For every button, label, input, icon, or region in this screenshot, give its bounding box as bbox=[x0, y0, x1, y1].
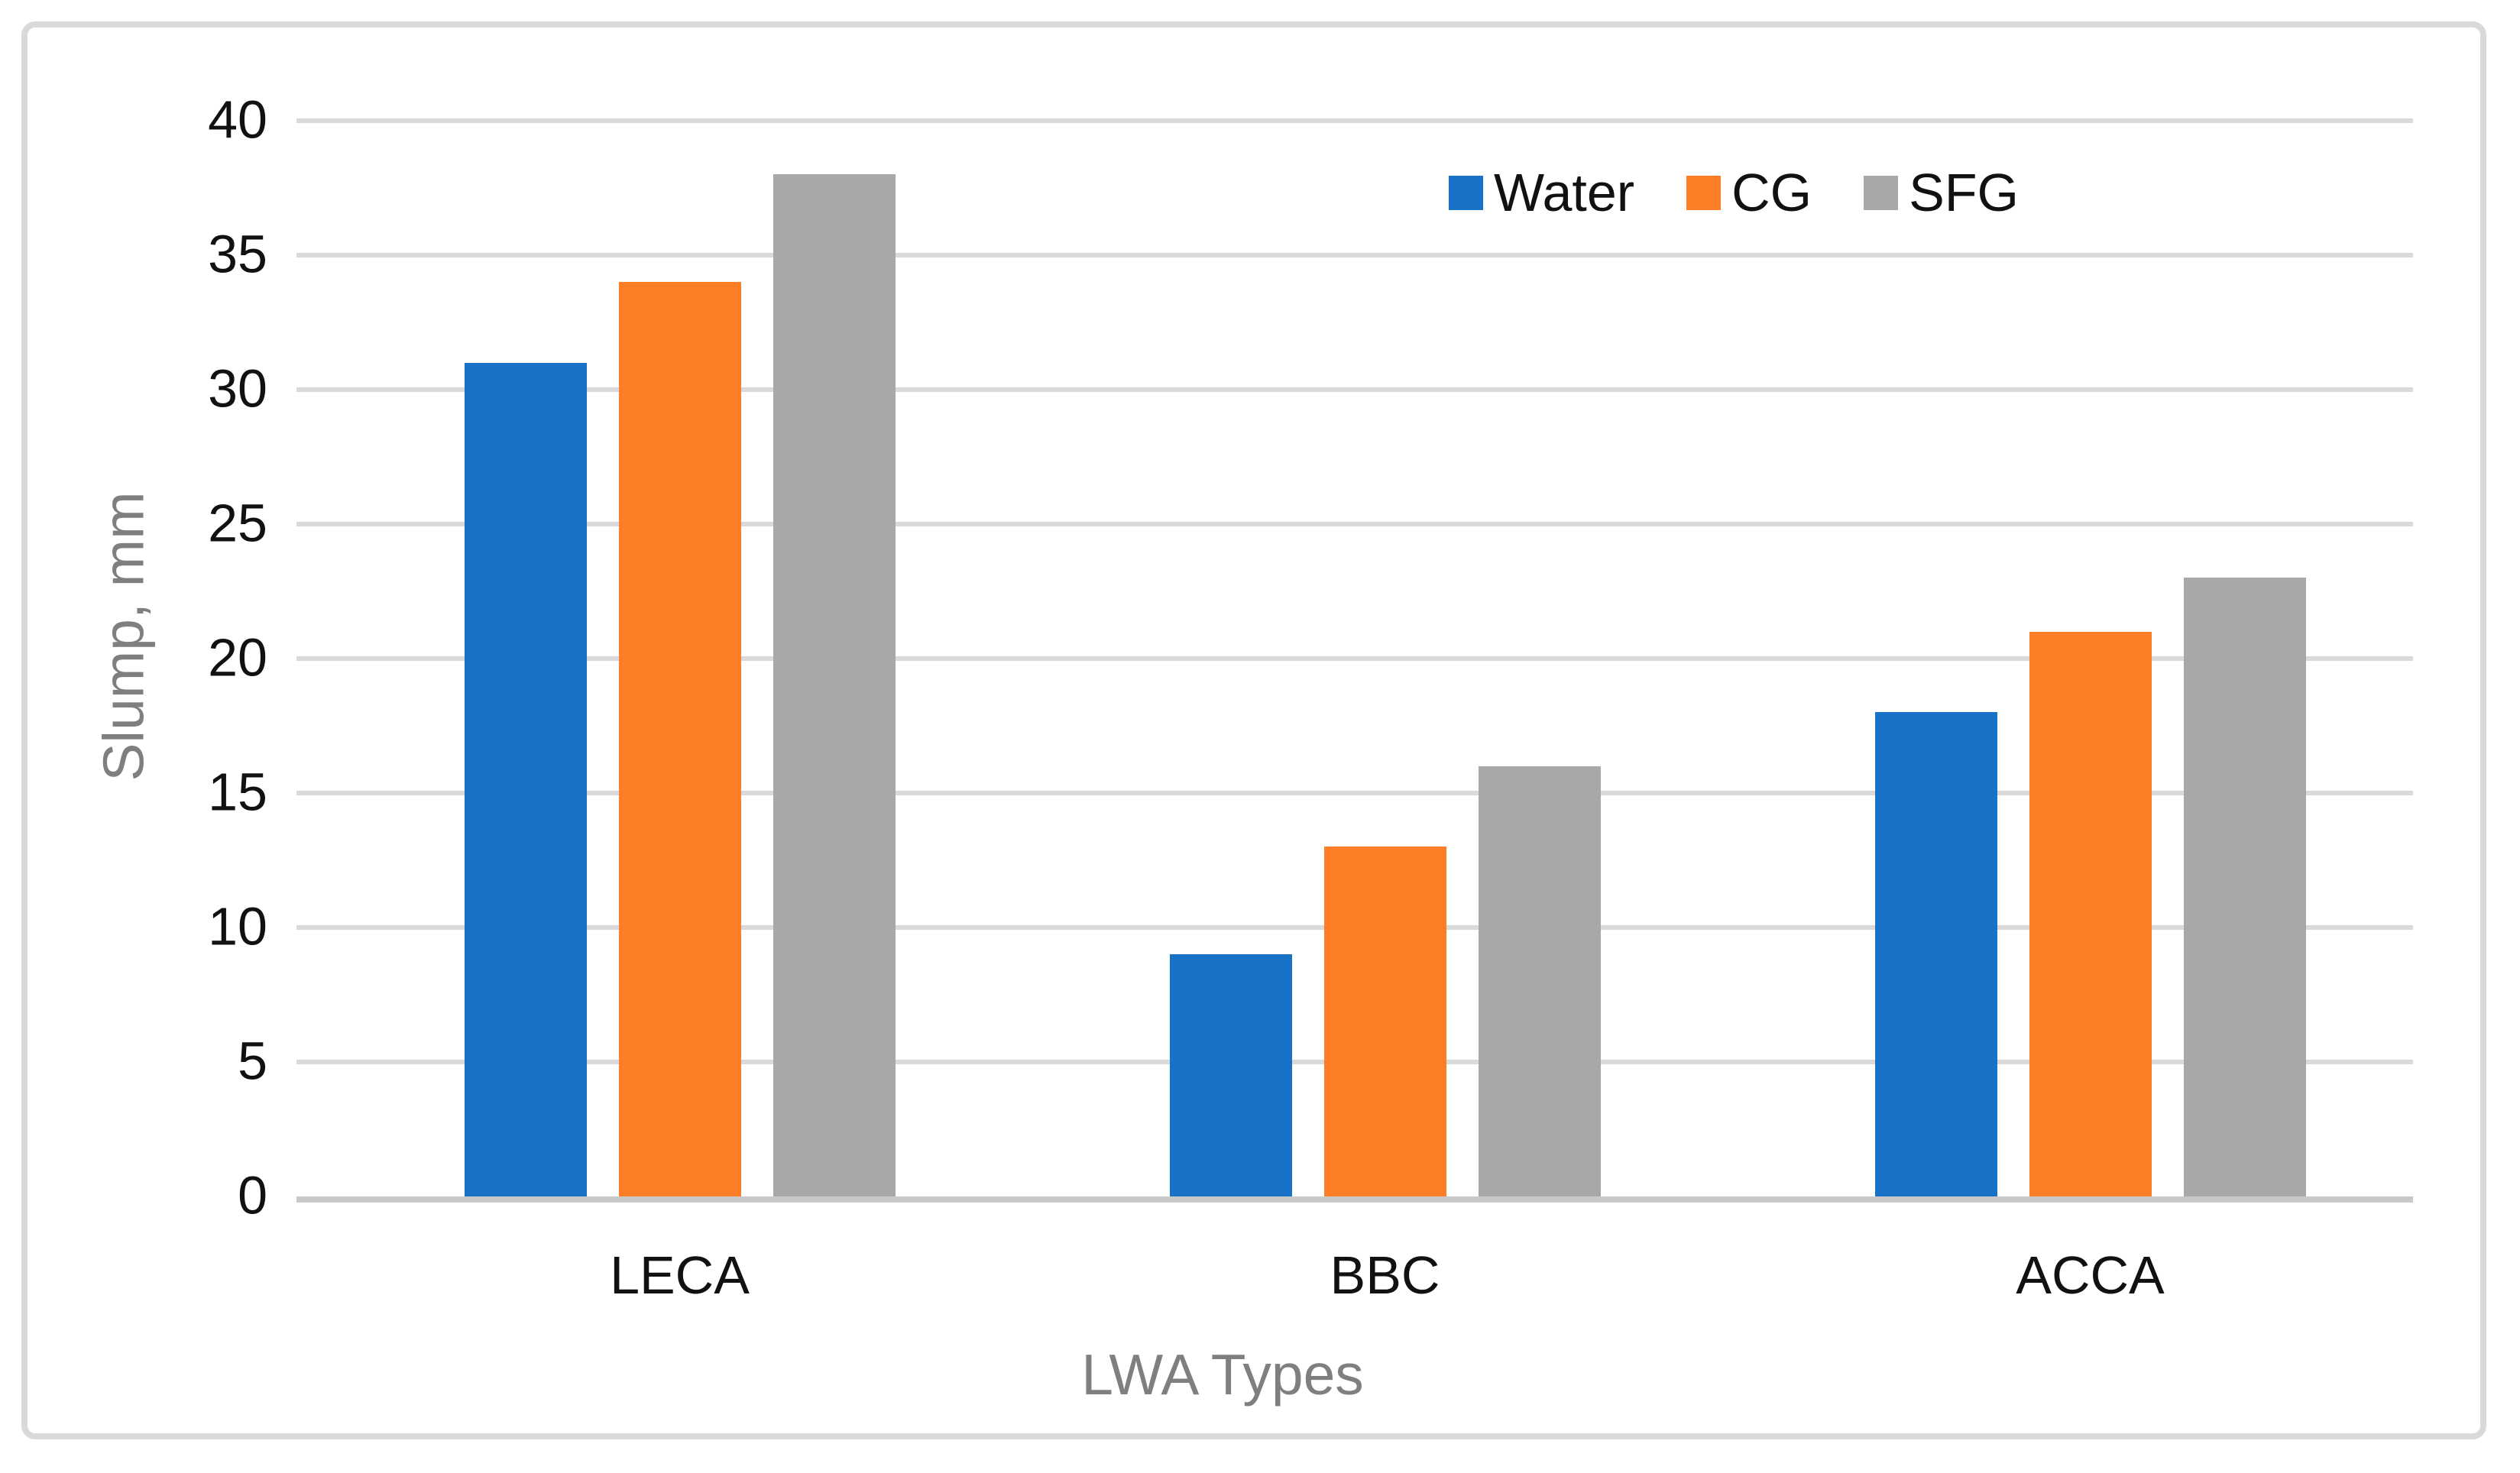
legend-item-cg: CG bbox=[1686, 162, 1812, 224]
y-tick-label-5: 5 bbox=[238, 1031, 267, 1091]
legend-item-water: Water bbox=[1449, 162, 1634, 224]
y-tick-label-0: 0 bbox=[238, 1165, 267, 1225]
gridline-15 bbox=[296, 791, 2413, 795]
legend-swatch-cg bbox=[1686, 175, 1722, 210]
bar-cg-acca bbox=[2029, 631, 2152, 1196]
x-axis-title: LWA Types bbox=[1081, 1342, 1364, 1407]
legend: Water CG SFG bbox=[1449, 162, 2019, 224]
y-tick-label-40: 40 bbox=[208, 89, 267, 150]
x-tick-label-leca: LECA bbox=[610, 1245, 750, 1305]
gridline-25 bbox=[296, 522, 2413, 526]
bar-sfg-acca bbox=[2183, 578, 2306, 1196]
y-tick-label-30: 30 bbox=[208, 358, 267, 419]
gridline-35 bbox=[296, 253, 2413, 257]
legend-label-cg: CG bbox=[1731, 163, 1812, 222]
plot-area bbox=[296, 118, 2413, 1203]
bar-water-leca bbox=[464, 362, 587, 1196]
bar-cg-bbc bbox=[1323, 847, 1446, 1196]
x-tick-label-acca: ACCA bbox=[2016, 1245, 2165, 1305]
legend-item-sfg: SFG bbox=[1864, 162, 2019, 224]
gridline-40 bbox=[296, 118, 2413, 123]
y-tick-label-15: 15 bbox=[208, 762, 267, 822]
bar-water-acca bbox=[1874, 712, 1997, 1196]
y-tick-label-35: 35 bbox=[208, 224, 267, 284]
y-tick-label-25: 25 bbox=[208, 493, 267, 553]
x-tick-label-bbc: BBC bbox=[1330, 1245, 1440, 1305]
legend-swatch-water bbox=[1449, 175, 1483, 210]
bar-sfg-bbc bbox=[1478, 766, 1601, 1196]
x-axis-line bbox=[296, 1196, 2413, 1203]
chart-border-frame bbox=[21, 21, 2486, 1439]
legend-label-sfg: SFG bbox=[1909, 163, 2019, 222]
legend-swatch-sfg bbox=[1864, 175, 1899, 210]
gridline-20 bbox=[296, 656, 2413, 661]
bar-sfg-leca bbox=[773, 174, 896, 1196]
y-tick-label-20: 20 bbox=[208, 627, 267, 688]
bar-water-bbc bbox=[1169, 954, 1292, 1196]
gridline-30 bbox=[296, 387, 2413, 392]
y-tick-label-10: 10 bbox=[208, 896, 267, 957]
legend-label-water: Water bbox=[1494, 163, 1635, 222]
bar-cg-leca bbox=[618, 282, 741, 1196]
